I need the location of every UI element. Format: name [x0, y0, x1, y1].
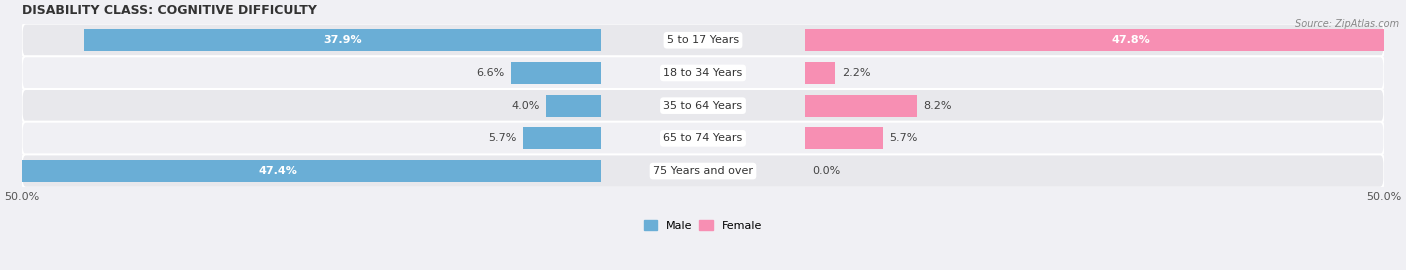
FancyBboxPatch shape	[21, 23, 1385, 57]
Text: 5.7%: 5.7%	[488, 133, 516, 143]
Text: 37.9%: 37.9%	[323, 35, 361, 45]
Text: 4.0%: 4.0%	[512, 101, 540, 111]
FancyBboxPatch shape	[21, 122, 1385, 155]
Bar	[510, 62, 600, 84]
Text: 75 Years and over: 75 Years and over	[652, 166, 754, 176]
Text: 35 to 64 Years: 35 to 64 Years	[664, 101, 742, 111]
Bar	[0, 160, 600, 182]
Bar	[806, 127, 883, 150]
Legend: Male, Female: Male, Female	[644, 220, 762, 231]
Text: 6.6%: 6.6%	[475, 68, 505, 78]
Text: 47.4%: 47.4%	[259, 166, 297, 176]
Bar	[547, 94, 600, 117]
FancyBboxPatch shape	[21, 154, 1385, 188]
Text: 2.2%: 2.2%	[842, 68, 870, 78]
Bar	[84, 29, 600, 51]
Bar	[806, 94, 917, 117]
FancyBboxPatch shape	[21, 56, 1385, 90]
Text: 8.2%: 8.2%	[924, 101, 952, 111]
Text: 5.7%: 5.7%	[890, 133, 918, 143]
Bar	[523, 127, 600, 150]
Text: 5 to 17 Years: 5 to 17 Years	[666, 35, 740, 45]
Text: Source: ZipAtlas.com: Source: ZipAtlas.com	[1295, 19, 1399, 29]
Text: DISABILITY CLASS: COGNITIVE DIFFICULTY: DISABILITY CLASS: COGNITIVE DIFFICULTY	[21, 4, 316, 17]
FancyBboxPatch shape	[21, 89, 1385, 122]
Bar	[806, 62, 835, 84]
Text: 0.0%: 0.0%	[813, 166, 841, 176]
Bar	[806, 29, 1406, 51]
Text: 18 to 34 Years: 18 to 34 Years	[664, 68, 742, 78]
Text: 47.8%: 47.8%	[1111, 35, 1150, 45]
Text: 65 to 74 Years: 65 to 74 Years	[664, 133, 742, 143]
